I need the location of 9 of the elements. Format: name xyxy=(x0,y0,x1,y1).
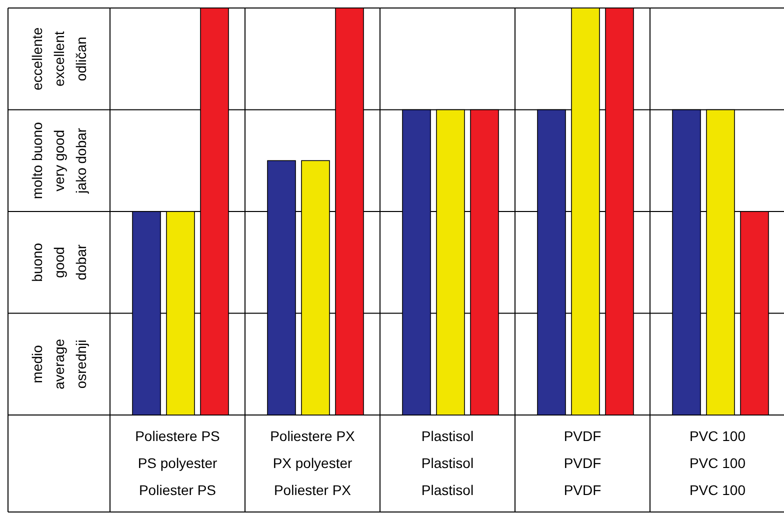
x-tick-label: PVC 100 PVC 100 PVC 100 xyxy=(689,428,746,498)
x-tick-label: PVDF PVDF PVDF xyxy=(564,428,602,498)
x-tick-label: Poliestere PS PS polyester Poliester PS xyxy=(135,428,220,498)
x-tick-label: Poliestere PX PX polyester Poliester PX xyxy=(270,428,356,498)
annotation: eccellente excellent odličan xyxy=(29,27,89,90)
annotation: buono good dobar xyxy=(29,242,89,282)
annotation: molto buono very good jako dobar xyxy=(29,122,89,200)
annotation: medio average osrednji xyxy=(29,338,89,390)
x-tick-label: Plastisol Plastisol Plastisol xyxy=(421,428,474,498)
